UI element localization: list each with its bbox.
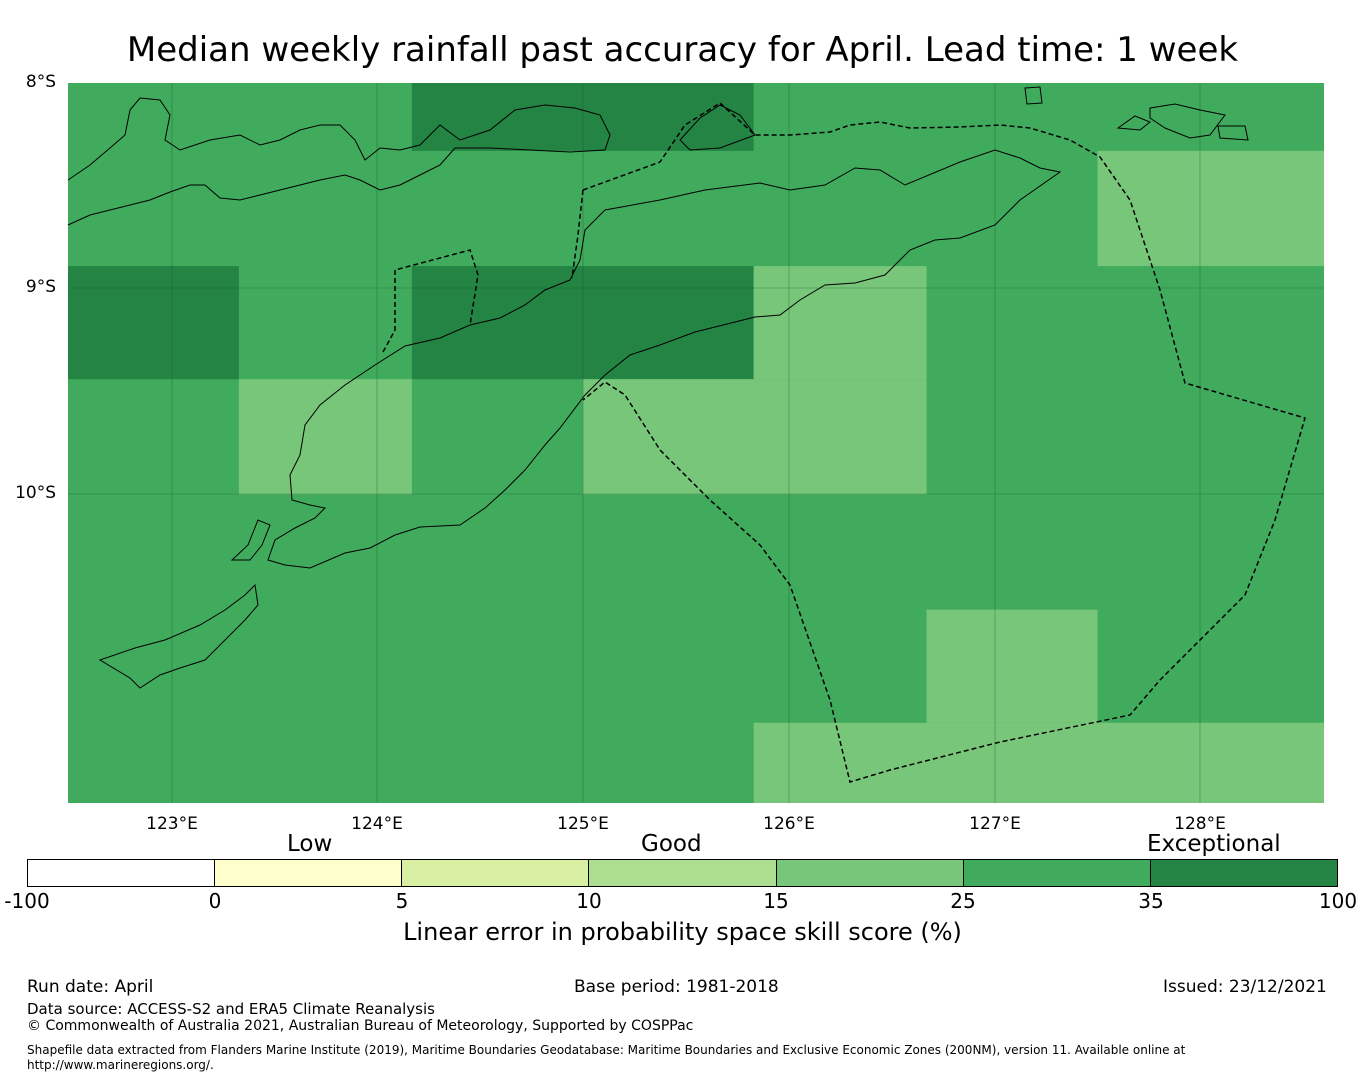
legend-category-good: Good [641, 831, 702, 857]
colorbar-tick: 35 [1138, 889, 1164, 913]
moa-island-coastline [1116, 115, 1151, 131]
leti-island-coastline [1149, 103, 1226, 139]
copyright: © Commonwealth of Australia 2021, Austra… [27, 1018, 694, 1034]
legend-category-low: Low [287, 831, 333, 857]
lon-label-125e: 125°E [557, 814, 609, 834]
colorbar [27, 859, 1338, 887]
coastlines [67, 86, 1249, 689]
lon-label-123e: 123°E [146, 814, 198, 834]
timor-island-coastline [267, 149, 1062, 569]
rote-island-coastline [230, 519, 271, 561]
colorbar-segment [402, 860, 590, 886]
skill-cell-good [753, 266, 927, 380]
colorbar-tick: 15 [763, 889, 789, 913]
rainfall-accuracy-map [67, 83, 1324, 803]
skill-cell-good [753, 722, 1324, 803]
colorbar-tick: 5 [395, 889, 409, 913]
graticule-lines [68, 83, 1324, 803]
colorbar-tick: 0 [208, 889, 222, 913]
colorbar-segment [776, 860, 964, 886]
colorbar-segment [963, 860, 1151, 886]
wetar-island-coastline [679, 104, 756, 151]
colorbar-tick: 10 [576, 889, 602, 913]
colorbar-segment [589, 860, 777, 886]
lat-label-9s: 9°S [25, 277, 56, 297]
run-date: Run date: April [27, 977, 154, 997]
colorbar-segment [215, 860, 403, 886]
issued-date: Issued: 23/12/2021 [1163, 977, 1327, 997]
lon-label-127e: 127°E [969, 814, 1021, 834]
legend-category-exceptional: Exceptional [1147, 831, 1281, 857]
flores-alor-coastline [67, 97, 611, 226]
kisar-island-coastline [1024, 86, 1043, 105]
eez-boundary-oecusse [382, 249, 479, 353]
colorbar-segment [1150, 860, 1337, 886]
colorbar-title: Linear error in probability space skill … [403, 918, 962, 946]
lakor-island-coastline [1217, 125, 1249, 141]
data-source: Data source: ACCESS-S2 and ERA5 Climate … [27, 1000, 435, 1018]
lat-label-10s: 10°S [15, 483, 56, 503]
colorbar-tick: 100 [1318, 889, 1358, 913]
skill-cell-good [926, 609, 1098, 723]
lat-label-8s: 8°S [25, 72, 56, 92]
sawu-island-coastline [98, 583, 259, 689]
lon-label-124e: 124°E [351, 814, 403, 834]
skill-cell-good [582, 379, 927, 495]
eez-boundaries [382, 102, 1306, 783]
skill-cell-exceptional [68, 266, 239, 380]
lon-label-126e: 126°E [763, 814, 815, 834]
eez-boundary-west-1 [571, 189, 584, 279]
skill-cell-good [238, 379, 412, 495]
colorbar-tick: -100 [4, 889, 50, 913]
map-title: Median weekly rainfall past accuracy for… [126, 30, 1239, 70]
colorbar-tick: 25 [950, 889, 976, 913]
colorbar-segment [28, 860, 216, 886]
lon-label-128e: 128°E [1174, 814, 1226, 834]
base-period: Base period: 1981-2018 [574, 977, 779, 997]
skill-cell-good [1097, 150, 1324, 267]
eez-boundary-timor-leste [582, 102, 1306, 783]
shapefile-credit: Shapefile data extracted from Flanders M… [27, 1043, 1186, 1072]
